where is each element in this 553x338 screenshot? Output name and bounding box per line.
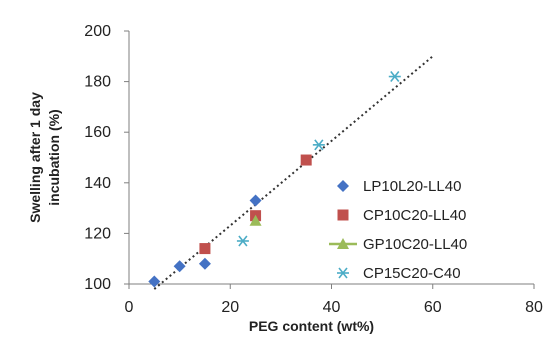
y-tick-label: 180 <box>84 74 111 91</box>
legend-label: CP15C20-C40 <box>363 265 461 282</box>
x-tick-label: 20 <box>221 299 239 316</box>
y-axis-title-line-2: incubation (%) <box>46 109 62 205</box>
data-point-LP10L20-LL40 <box>148 275 161 288</box>
legend-marker-CP10C20-LL40 <box>337 209 349 221</box>
y-tick-label: 160 <box>84 124 111 141</box>
y-tick-label: 140 <box>84 175 111 192</box>
legend-marker-GP10C20-LL40 <box>337 238 349 249</box>
data-point-LP10L20-LL40 <box>249 194 262 207</box>
x-axis-title: PEG content (wt%) <box>249 318 374 334</box>
data-point-CP15C20-C40 <box>312 139 325 151</box>
data-point-CP15C20-C40 <box>236 235 249 247</box>
y-axis-title-line-1: Swelling after 1 day <box>27 92 43 223</box>
x-tick-label: 40 <box>323 299 341 316</box>
y-tick-label: 200 <box>84 23 111 40</box>
y-tick-label: 120 <box>84 225 111 242</box>
data-point-GP10C20-LL40 <box>249 214 262 226</box>
legend-label: GP10C20-LL40 <box>363 236 467 253</box>
data-point-LP10L20-LL40 <box>173 260 186 273</box>
data-point-CP15C20-C40 <box>388 71 401 83</box>
legend-label: CP10C20-LL40 <box>363 207 466 224</box>
data-point-CP15C20-C40-stroke <box>238 235 248 247</box>
legend-marker-LP10L20-LL40 <box>337 180 349 192</box>
legend-marker-CP15C20-C40 <box>337 267 349 279</box>
data-point-CP10C20-LL40 <box>300 154 312 166</box>
data-point-CP15C20-C40-stroke <box>314 139 324 151</box>
data-point-CP10C20-LL40 <box>199 243 211 255</box>
legend-marker-CP15C20-C40-stroke <box>338 267 348 279</box>
x-tick-label: 60 <box>424 299 442 316</box>
legend-label: LP10L20-LL40 <box>363 178 461 195</box>
data-point-CP15C20-C40-stroke <box>390 71 400 83</box>
y-tick-label: 100 <box>84 276 111 293</box>
x-tick-label: 80 <box>525 299 543 316</box>
data-point-LP10L20-LL40 <box>198 257 211 270</box>
trendline <box>153 55 434 290</box>
x-tick-label: 0 <box>125 299 134 316</box>
